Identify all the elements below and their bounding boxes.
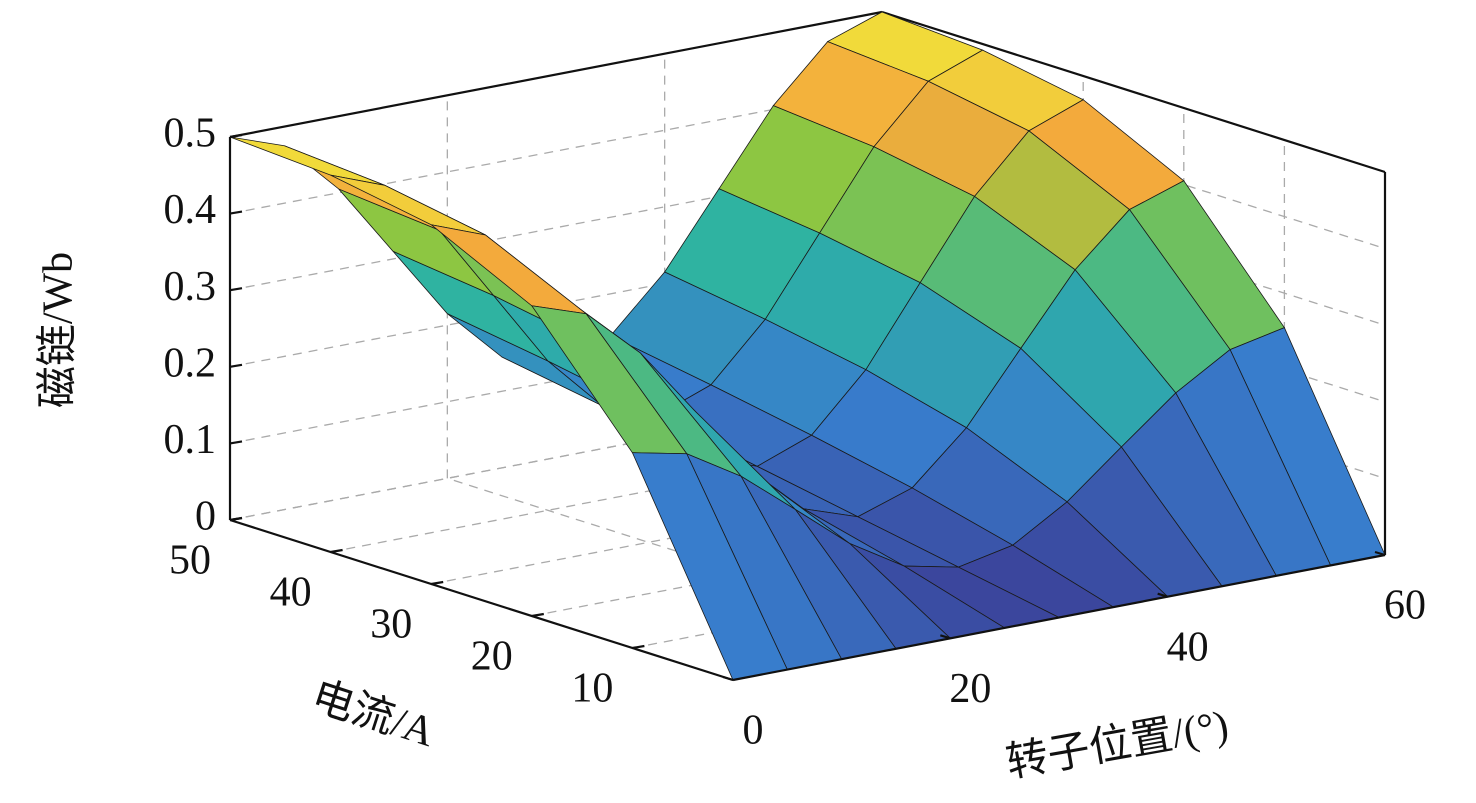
y-tick-label: 20 <box>471 634 513 680</box>
z-tick-label: 0.4 <box>164 187 217 233</box>
tick-mark <box>531 612 544 618</box>
tick-mark <box>1157 592 1168 598</box>
tick-mark <box>431 580 444 586</box>
tick-mark <box>229 516 243 522</box>
tick-mark <box>330 548 343 554</box>
tick-mark <box>229 440 243 445</box>
tick-mark <box>229 133 243 139</box>
x-axis-label: 转子位置/(°) <box>1003 702 1232 787</box>
y-tick-label: 40 <box>270 570 312 616</box>
z-tick-label: 0.3 <box>164 264 217 310</box>
tick-mark <box>229 363 243 368</box>
y-tick-label: 50 <box>169 538 211 584</box>
axis-line <box>229 10 883 139</box>
surface-patch <box>229 136 386 186</box>
tick-mark <box>229 210 243 215</box>
tick-mark <box>1374 550 1386 557</box>
z-axis-label: 磁链/Wb <box>36 252 82 408</box>
y-tick-label: 30 <box>370 602 412 648</box>
axis-line <box>229 518 734 682</box>
x-tick-label: 0 <box>743 708 764 754</box>
z-tick-label: 0 <box>195 494 216 540</box>
axis-line <box>732 553 1386 682</box>
tick-mark <box>940 634 951 640</box>
z-tick-label: 0.2 <box>164 340 217 386</box>
y-tick-label: 10 <box>571 666 613 712</box>
x-tick-label: 40 <box>1167 624 1209 670</box>
tick-mark <box>632 644 645 650</box>
z-tick-label: 0.1 <box>164 417 217 463</box>
tick-mark <box>722 675 734 682</box>
x-tick-label: 20 <box>949 666 991 712</box>
axis-line <box>881 10 1386 174</box>
z-tick-label: 0.5 <box>164 111 217 157</box>
x-tick-label: 60 <box>1384 583 1426 629</box>
tick-mark <box>229 287 243 292</box>
y-axis-label: 电流/A <box>306 673 441 756</box>
